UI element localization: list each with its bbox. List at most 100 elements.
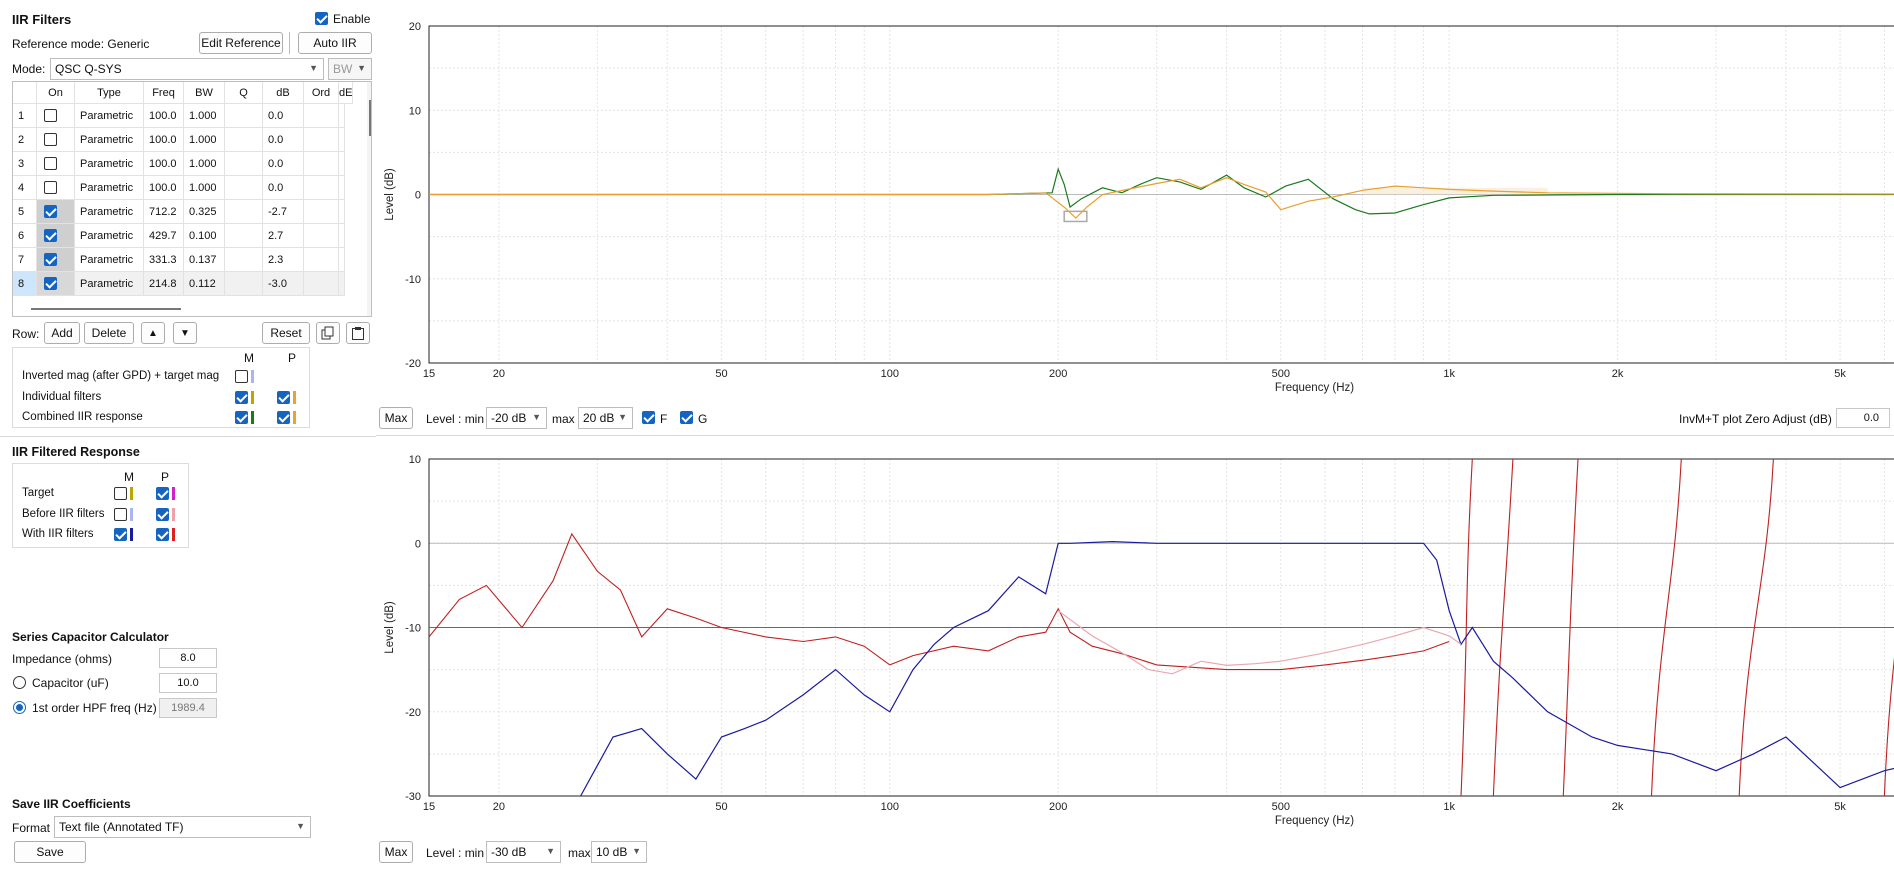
row-type[interactable]: Parametric xyxy=(75,152,144,176)
row-enable-cell[interactable] xyxy=(37,224,75,248)
row-bw[interactable]: 0.325 xyxy=(184,200,225,224)
row-freq[interactable]: 429.7 xyxy=(144,224,184,248)
row-q[interactable] xyxy=(225,104,263,128)
row-enable-cell[interactable] xyxy=(37,152,75,176)
bw-select[interactable]: BW ▼ xyxy=(328,58,372,80)
row-enable-checkbox[interactable] xyxy=(44,277,57,290)
row-enable-checkbox[interactable] xyxy=(44,181,57,194)
row-bw[interactable]: 1.000 xyxy=(184,128,225,152)
delete-row-button[interactable]: Delete xyxy=(84,322,134,344)
row-bw[interactable]: 1.000 xyxy=(184,104,225,128)
row-type[interactable]: Parametric xyxy=(75,104,144,128)
save-button[interactable]: Save xyxy=(14,841,86,863)
top-max-button[interactable]: Max xyxy=(379,407,413,429)
impedance-input[interactable]: 8.0 xyxy=(159,648,217,668)
row-enable-cell[interactable] xyxy=(37,272,75,296)
row-enable-cell[interactable] xyxy=(37,248,75,272)
iir-filters-chart[interactable]: 1520501002005001k2k5k10k20k20100-10-2018… xyxy=(376,0,1894,405)
table-vscroll[interactable] xyxy=(367,82,371,316)
row-bw[interactable]: 1.000 xyxy=(184,176,225,200)
row-enable-cell[interactable] xyxy=(37,176,75,200)
column-header[interactable]: On xyxy=(37,82,75,104)
row-type[interactable]: Parametric xyxy=(75,272,144,296)
magnitude-checkbox[interactable] xyxy=(235,390,248,404)
row-number[interactable]: 2 xyxy=(13,128,37,152)
copy-button[interactable] xyxy=(316,322,340,344)
row-ord[interactable] xyxy=(304,224,339,248)
row-extra[interactable] xyxy=(339,200,345,224)
row-q[interactable] xyxy=(225,248,263,272)
row-ord[interactable] xyxy=(304,152,339,176)
phase-checkbox[interactable] xyxy=(277,390,290,404)
row-q[interactable] xyxy=(225,224,263,248)
row-ord[interactable] xyxy=(304,176,339,200)
phase-checkbox[interactable] xyxy=(277,411,290,424)
row-db[interactable]: 2.3 xyxy=(263,248,304,272)
table-vscroll-thumb[interactable] xyxy=(369,100,371,136)
g-checkbox[interactable] xyxy=(680,411,693,424)
f-checkbox[interactable] xyxy=(642,411,655,424)
column-header[interactable]: Freq xyxy=(144,82,184,104)
enable-checkbox[interactable] xyxy=(315,12,328,25)
top-level-min-select[interactable]: -20 dB ▼ xyxy=(486,407,547,429)
row-enable-checkbox[interactable] xyxy=(44,109,57,122)
phase-checkbox[interactable] xyxy=(156,528,169,541)
row-extra[interactable] xyxy=(339,152,345,176)
row-db[interactable]: 2.7 xyxy=(263,224,304,248)
row-q[interactable] xyxy=(225,272,263,296)
row-number[interactable]: 6 xyxy=(13,224,37,248)
row-enable-cell[interactable] xyxy=(37,128,75,152)
row-freq[interactable]: 712.2 xyxy=(144,200,184,224)
row-q[interactable] xyxy=(225,152,263,176)
row-freq[interactable]: 100.0 xyxy=(144,104,184,128)
phase-checkbox[interactable] xyxy=(156,487,169,500)
row-type[interactable]: Parametric xyxy=(75,176,144,200)
row-db[interactable]: 0.0 xyxy=(263,176,304,200)
phase-checkbox[interactable] xyxy=(156,507,169,521)
row-db[interactable]: 0.0 xyxy=(263,128,304,152)
move-down-button[interactable]: ▼ xyxy=(173,322,197,344)
row-type[interactable]: Parametric xyxy=(75,128,144,152)
magnitude-checkbox[interactable] xyxy=(114,487,127,500)
row-bw[interactable]: 0.100 xyxy=(184,224,225,248)
row-extra[interactable] xyxy=(339,104,345,128)
row-db[interactable]: 0.0 xyxy=(263,104,304,128)
hpf-freq-radio[interactable] xyxy=(13,701,26,714)
row-ord[interactable] xyxy=(304,248,339,272)
row-number[interactable]: 8 xyxy=(13,272,37,296)
row-q[interactable] xyxy=(225,200,263,224)
row-ord[interactable] xyxy=(304,200,339,224)
column-header[interactable]: Q xyxy=(225,82,263,104)
bottom-max-button[interactable]: Max xyxy=(379,841,413,863)
row-number[interactable]: 4 xyxy=(13,176,37,200)
edit-reference-button[interactable]: Edit Reference xyxy=(199,32,283,54)
row-enable-cell[interactable] xyxy=(37,200,75,224)
paste-button[interactable] xyxy=(346,322,370,344)
reset-button[interactable]: Reset xyxy=(262,322,310,344)
auto-iir-button[interactable]: Auto IIR xyxy=(298,32,372,54)
row-extra[interactable] xyxy=(339,176,345,200)
row-freq[interactable]: 100.0 xyxy=(144,152,184,176)
top-level-max-select[interactable]: 20 dB ▼ xyxy=(578,407,633,429)
row-db[interactable]: -2.7 xyxy=(263,200,304,224)
row-bw[interactable]: 0.137 xyxy=(184,248,225,272)
row-enable-checkbox[interactable] xyxy=(44,205,57,218)
row-freq[interactable]: 331.3 xyxy=(144,248,184,272)
column-header[interactable]: Type xyxy=(75,82,144,104)
mode-select[interactable]: QSC Q-SYS ▼ xyxy=(50,58,324,80)
row-number[interactable]: 5 xyxy=(13,200,37,224)
row-extra[interactable] xyxy=(339,248,345,272)
row-enable-checkbox[interactable] xyxy=(44,253,57,266)
row-ord[interactable] xyxy=(304,272,339,296)
magnitude-checkbox[interactable] xyxy=(114,528,127,541)
row-type[interactable]: Parametric xyxy=(75,200,144,224)
row-bw[interactable]: 1.000 xyxy=(184,152,225,176)
row-enable-cell[interactable] xyxy=(37,104,75,128)
bottom-level-max-select[interactable]: 10 dB ▼ xyxy=(591,841,647,863)
filtered-response-chart[interactable]: 1520501002005001k2k5k10k20k100-10-20-301… xyxy=(376,440,1894,840)
magnitude-checkbox[interactable] xyxy=(235,370,248,383)
move-up-button[interactable]: ▲ xyxy=(141,322,165,344)
bottom-level-min-select[interactable]: -30 dB ▼ xyxy=(486,841,561,863)
column-header[interactable]: dB xyxy=(263,82,304,104)
row-db[interactable]: 0.0 xyxy=(263,152,304,176)
